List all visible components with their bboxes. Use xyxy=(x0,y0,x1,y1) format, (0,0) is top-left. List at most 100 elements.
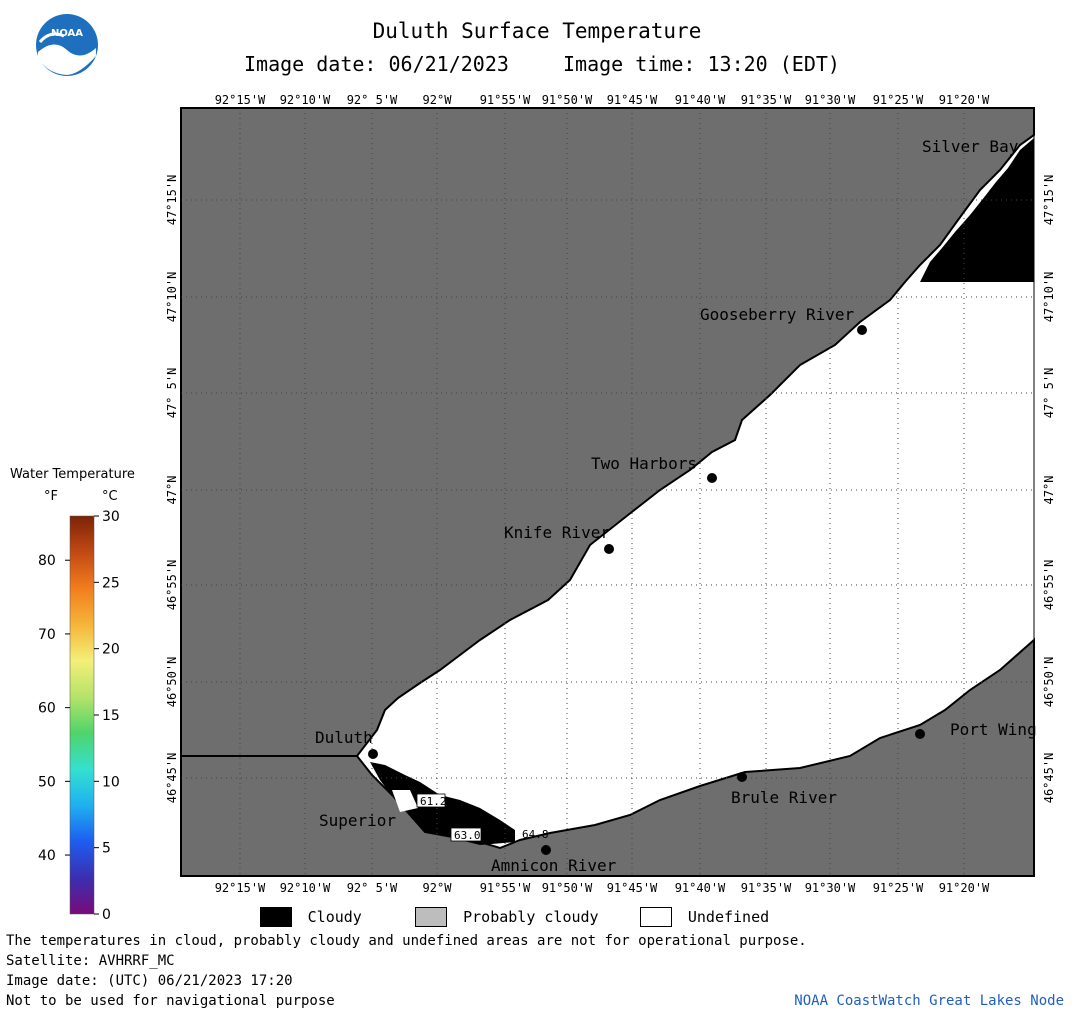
longitude-labels-top: 92°15'W 92°10'W 92° 5'W 92°W 91°55'W 91°50'W 9… xyxy=(215,93,990,107)
logo-text: NOAA xyxy=(51,28,83,39)
two-harbors-label: Two Harbors xyxy=(591,454,697,473)
legend-probably-cloudy-label: Probably cloudy xyxy=(463,907,599,926)
lon-label-top: 91°30'W xyxy=(805,93,856,107)
amnicon-label: Amnicon River xyxy=(491,856,617,875)
lat-label-right: 47°10'N xyxy=(1042,272,1056,323)
f-tick-label: 50 xyxy=(38,774,56,790)
lat-label-left: 47° 5'N xyxy=(165,368,179,419)
lat-label-right: 46°55'N xyxy=(1042,560,1056,611)
legend: Cloudy Probably cloudy Undefined xyxy=(260,906,769,927)
lon-label-bottom: 92°W xyxy=(423,881,453,895)
knife-river-marker xyxy=(604,544,614,554)
lat-label-right: 47°N xyxy=(1042,476,1056,505)
c-tick-label: 15 xyxy=(102,708,120,724)
latitude-labels-left: 47°15'N 47°10'N 47° 5'N 47°N 46°55'N 46°50'N 4… xyxy=(165,175,179,804)
lon-label-bottom: 91°25'W xyxy=(873,881,924,895)
duluth-marker xyxy=(368,749,378,759)
colorbar-unit-c: °C xyxy=(102,489,118,504)
footer-credit: NOAA CoastWatch Great Lakes Node xyxy=(794,993,1064,1009)
lat-label-left: 47°10'N xyxy=(165,272,179,323)
lon-label-top: 92°W xyxy=(423,93,453,107)
lon-label-top: 92° 5'W xyxy=(347,93,398,107)
lon-label-bottom: 92°15'W xyxy=(215,881,266,895)
footer-nav-warning: Not to be used for navigational purpose xyxy=(6,993,335,1009)
superior-label: Superior xyxy=(319,811,396,830)
footer-satellite: Satellite: AVHRRF_MC xyxy=(6,953,175,969)
amnicon-marker xyxy=(541,845,551,855)
north-shore-land xyxy=(180,107,1035,757)
lon-label-bottom: 91°35'W xyxy=(741,881,792,895)
c-tick-label: 0 xyxy=(102,907,111,923)
brule-label: Brule River xyxy=(731,788,837,807)
image-date-label: Image date: xyxy=(244,52,377,76)
port-wing-label: Port Wing xyxy=(950,720,1037,739)
legend-cloudy-label: Cloudy xyxy=(307,907,362,926)
lat-label-left: 46°45'N xyxy=(165,753,179,804)
lat-label-left: 47°15'N xyxy=(165,175,179,226)
lat-label-right: 47° 5'N xyxy=(1042,368,1056,419)
duluth-label: Duluth xyxy=(315,728,373,747)
lon-label-bottom: 92°10'W xyxy=(280,881,331,895)
c-tick-label: 5 xyxy=(102,841,111,857)
lat-label-left: 46°55'N xyxy=(165,560,179,611)
lon-label-bottom: 92° 5'W xyxy=(347,881,398,895)
image-time-label: Image time: xyxy=(563,52,696,76)
c-tick-label: 25 xyxy=(102,575,120,591)
two-harbors-marker xyxy=(707,473,717,483)
c-tick-label: 30 xyxy=(102,509,120,525)
legend-cloudy-swatch xyxy=(260,906,292,927)
colorbar-title: Water Temperature xyxy=(10,467,135,482)
legend-probably-cloudy-swatch xyxy=(415,906,448,927)
f-tick-label: 40 xyxy=(38,848,56,864)
lat-label-left: 46°50'N xyxy=(165,657,179,708)
reading-63-0: 63.0 xyxy=(454,829,481,842)
map-frame xyxy=(180,107,1035,877)
lat-label-right: 46°50'N xyxy=(1042,657,1056,708)
lon-label-top: 91°25'W xyxy=(873,93,924,107)
lon-label-top: 91°40'W xyxy=(675,93,726,107)
f-tick-label: 70 xyxy=(38,627,56,643)
cloud-superior-2 xyxy=(392,790,418,812)
lon-label-top: 91°45'W xyxy=(607,93,658,107)
knife-river-label: Knife River xyxy=(504,523,610,542)
lon-label-bottom: 91°30'W xyxy=(805,881,856,895)
reading-64-8: 64.8 xyxy=(522,828,549,841)
gooseberry-label: Gooseberry River xyxy=(700,305,854,324)
lon-label-bottom: 91°45'W xyxy=(607,881,658,895)
brule-marker xyxy=(737,772,747,782)
map-title: Duluth Surface Temperature xyxy=(372,19,702,43)
gooseberry-marker xyxy=(857,325,867,335)
lon-label-bottom: 91°55'W xyxy=(480,881,531,895)
latitude-labels-right: 47°15'N 47°10'N 47° 5'N 47°N 46°55'N 46°50'N 4… xyxy=(1042,175,1056,804)
c-tick-label: 10 xyxy=(102,774,120,790)
reading-61-2: 61.2 xyxy=(420,795,447,808)
lat-label-right: 47°15'N xyxy=(1042,175,1056,226)
silver-bay-label: Silver Bay xyxy=(922,137,1019,156)
colorbar-unit-f: °F xyxy=(44,489,58,504)
lon-label-bottom: 91°40'W xyxy=(675,881,726,895)
f-tick-label: 60 xyxy=(38,701,56,717)
lon-label-top: 91°50'W xyxy=(542,93,593,107)
image-date-line: Image date: 06/21/2023 Image time: 13:20… xyxy=(244,52,840,76)
lon-label-top: 91°55'W xyxy=(480,93,531,107)
lon-label-top: 91°20'W xyxy=(939,93,990,107)
lon-label-top: 92°15'W xyxy=(215,93,266,107)
noaa-logo: NOAA xyxy=(34,12,100,78)
f-tick-label: 80 xyxy=(38,553,56,569)
lon-label-bottom: 91°50'W xyxy=(542,881,593,895)
footer-utc-date: Image date: (UTC) 06/21/2023 17:20 xyxy=(6,973,293,989)
port-wing-marker xyxy=(915,729,925,739)
lon-label-bottom: 91°20'W xyxy=(939,881,990,895)
lon-label-top: 92°10'W xyxy=(280,93,331,107)
footer-disclaimer: The temperatures in cloud, probably clou… xyxy=(6,933,807,949)
lat-label-left: 47°N xyxy=(165,476,179,505)
map-grid xyxy=(181,108,1034,876)
legend-undefined-swatch xyxy=(640,906,673,927)
cloud-silver-bay xyxy=(920,138,1034,282)
legend-undefined-label: Undefined xyxy=(687,907,770,926)
colorbar xyxy=(69,515,95,915)
c-tick-label: 20 xyxy=(102,642,120,658)
lat-label-right: 46°45'N xyxy=(1042,753,1056,804)
